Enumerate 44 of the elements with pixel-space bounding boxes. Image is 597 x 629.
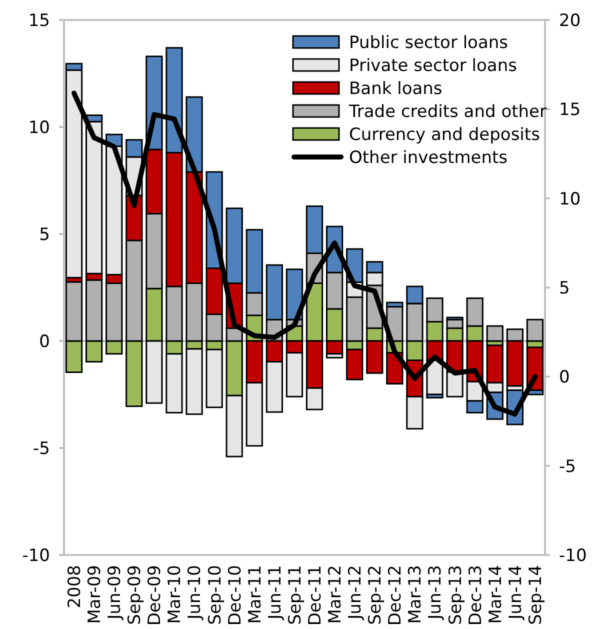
x-tick-label: Dec-12 xyxy=(386,565,406,626)
y2-tick-label: -10 xyxy=(559,546,587,566)
x-tick-label: Mar-14 xyxy=(486,565,506,624)
x-tick-label: Mar-13 xyxy=(406,565,426,624)
x-tick-label: Mar-10 xyxy=(165,565,186,624)
x-tick-label: Dec-11 xyxy=(305,565,326,626)
x-tick-label: Sep-10 xyxy=(205,565,226,625)
y-tick-label: -5 xyxy=(33,438,50,459)
y-tick-label: 10 xyxy=(28,118,50,138)
y-tick-label: 5 xyxy=(39,224,50,245)
x-tick-label: Dec-10 xyxy=(225,565,246,626)
x-tick-label: Jun-14 xyxy=(506,565,526,620)
x-tick-label: Jun-12 xyxy=(346,565,366,620)
legend-label: Public sector loans xyxy=(349,32,508,53)
y2-tick-label: 0 xyxy=(559,368,570,388)
x-tick-label: Jun-13 xyxy=(426,565,446,620)
x-tick-label: Mar-11 xyxy=(245,565,266,624)
y-tick-label: 0 xyxy=(39,332,50,352)
x-tick-label: Mar-09 xyxy=(85,565,106,624)
x-tick-label: Sep-13 xyxy=(446,565,466,625)
x-tick-label: Jun-10 xyxy=(185,565,206,620)
x-tick-label: Dec-09 xyxy=(145,565,166,626)
bar xyxy=(486,325,504,342)
y2-tick-label: 10 xyxy=(559,189,581,210)
x-tick-label: Sep-11 xyxy=(285,565,306,625)
y2-tick-label: 20 xyxy=(559,10,581,31)
y2-tick-label: -5 xyxy=(559,456,576,477)
x-tick-label: Sep-09 xyxy=(125,565,146,625)
y-tick-label: 15 xyxy=(28,10,50,31)
y-tick-label: -10 xyxy=(22,546,50,566)
legend-label: Bank loans xyxy=(349,78,442,99)
x-tick-label: Sep-14 xyxy=(526,565,546,625)
x-tick-label: Mar-12 xyxy=(326,565,346,624)
y2-tick-label: 5 xyxy=(559,278,570,298)
x-tick-label: Jun-09 xyxy=(105,565,126,620)
x-tick-label: 2008 xyxy=(64,565,85,608)
legend-label: Trade credits and other xyxy=(348,102,546,122)
x-tick-label: Sep-12 xyxy=(366,565,386,625)
legend-label: Other investments xyxy=(349,148,508,168)
x-tick-label: Dec-13 xyxy=(466,565,486,626)
legend-label: Private sector loans xyxy=(349,56,518,76)
y2-tick-label: 15 xyxy=(559,100,581,120)
x-tick-label: Jun-11 xyxy=(265,565,286,620)
legend-label: Currency and deposits xyxy=(349,124,540,145)
